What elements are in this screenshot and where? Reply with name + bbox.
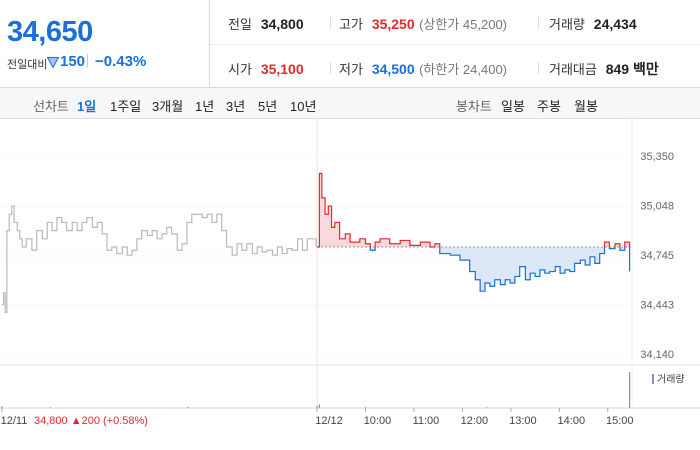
legend-label: 거래량 <box>657 374 685 386</box>
volume-bar <box>364 407 367 408</box>
tab-group-label: 선차트 <box>33 99 69 114</box>
x-tick-label: 13:00 <box>509 415 537 427</box>
stat-value: 34,800 <box>260 16 304 32</box>
stat: 고가 35,250 (상한가 45,200) <box>339 14 507 34</box>
divider <box>87 54 88 68</box>
prev-day-annotation: 34,800 ▲200 (+0.58%) <box>34 415 148 427</box>
divider <box>538 17 539 29</box>
stat-label: 거래대금 <box>549 62 597 77</box>
stat-label: 고가 <box>339 17 363 32</box>
stat: 전일 34,800 <box>228 14 304 34</box>
stat-note: (상한가 45,200) <box>419 17 508 32</box>
quote-header: 34,650 전일대비 150 −0.43% 전일 34,800 고가 35,2… <box>0 0 700 88</box>
stat: 저가 34,500 (하한가 24,400) <box>339 59 507 79</box>
x-tick-label: 14:00 <box>558 415 586 427</box>
volume-bar <box>316 405 318 408</box>
period-tab[interactable]: 1주일 <box>110 99 142 114</box>
period-tab[interactable]: 10년 <box>290 99 317 114</box>
divider <box>330 17 331 29</box>
period-tab[interactable]: 3년 <box>226 99 246 114</box>
y-tick-label: 35,048 <box>640 200 674 212</box>
period-tab[interactable]: 1일 <box>77 99 97 114</box>
x-tick-label: 15:00 <box>606 415 634 427</box>
price-line <box>2 205 317 314</box>
x-tick-label: 12:00 <box>461 415 489 427</box>
divider <box>330 62 331 74</box>
period-tab[interactable]: 1년 <box>195 99 215 114</box>
y-tick-label: 34,140 <box>640 349 674 361</box>
volume-bar <box>187 407 189 408</box>
volume-bar <box>486 407 488 408</box>
current-price: 34,650 <box>7 16 93 48</box>
row-divider <box>210 44 700 45</box>
volume-bar <box>49 407 52 408</box>
change-rate: −0.43% <box>95 53 147 70</box>
change-label: 전일대비 <box>7 59 48 71</box>
period-tab[interactable]: 3개월 <box>152 99 184 114</box>
candle-tab[interactable]: 일봉 <box>501 99 525 114</box>
period-tab[interactable]: 5년 <box>258 99 278 114</box>
tab-group-label: 봉차트 <box>456 99 492 114</box>
x-tick-label: 12/11 <box>1 415 28 427</box>
volume-bar <box>628 372 631 408</box>
down-icon <box>47 57 59 68</box>
stat: 거래량 24,434 <box>549 14 637 34</box>
price-line <box>317 172 631 292</box>
y-tick-label: 34,443 <box>640 299 674 311</box>
x-tick-label: 11:00 <box>413 415 440 427</box>
volume-bar <box>1 406 3 408</box>
area <box>317 173 630 292</box>
tab-bar: 선차트 봉차트 1일 1주일 3개월 1년 3년 5년 10년 일봉 주봉 월봉 <box>0 88 700 119</box>
x-tick-label: 10:00 <box>364 415 392 427</box>
stat-note: (하한가 24,400) <box>419 62 508 77</box>
candle-tab[interactable]: 월봉 <box>574 99 598 114</box>
stat-value: 849 백만 <box>605 61 659 77</box>
price-box: 34,650 전일대비 150 −0.43% <box>0 0 210 88</box>
volume-bar <box>318 404 321 408</box>
stat-label: 시가 <box>228 62 252 77</box>
stat-label: 거래량 <box>549 17 585 32</box>
stat: 거래대금 849 백만 <box>549 59 659 79</box>
y-tick-label: 35,350 <box>640 151 674 163</box>
legend-swatch <box>652 374 654 384</box>
change-value: 150 <box>60 53 86 70</box>
stat-value: 35,100 <box>260 61 304 77</box>
y-tick-label: 34,745 <box>640 250 674 262</box>
price-chart: 35,350 35,048 34,745 34,443 34,140 12/11 12/12… <box>0 118 700 427</box>
stat: 시가 35,100 <box>228 59 304 79</box>
x-tick-label: 12/12 <box>315 415 343 427</box>
stat-label: 전일 <box>228 17 252 32</box>
stat-value: 35,250 <box>371 16 415 32</box>
stat-value: 24,434 <box>593 16 637 32</box>
candle-tab[interactable]: 주봉 <box>537 99 561 114</box>
divider <box>538 62 539 74</box>
stat-value: 34,500 <box>371 61 415 77</box>
stat-label: 저가 <box>339 62 363 77</box>
